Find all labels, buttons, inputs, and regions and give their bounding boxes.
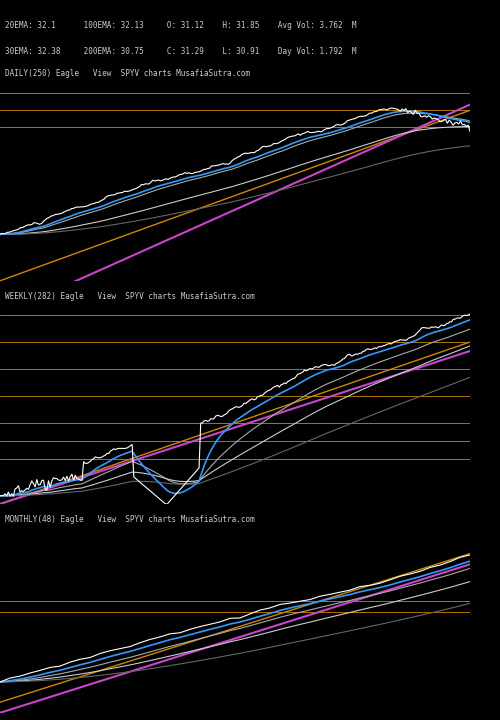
Text: 20EMA: 32.1      100EMA: 32.13     O: 31.12    H: 31.85    Avg Vol: 3.762  M: 20EMA: 32.1 100EMA: 32.13 O: 31.12 H: 31… [5,22,356,30]
Text: DAILY(250) Eagle   View  SPYV charts MusafiaSutra.com: DAILY(250) Eagle View SPYV charts Musafi… [4,69,250,78]
Text: WEEKLY(282) Eagle   View  SPYV charts MusafiaSutra.com: WEEKLY(282) Eagle View SPYV charts Musaf… [4,292,254,301]
Text: MONTHLY(48) Eagle   View  SPYV charts MusafiaSutra.com: MONTHLY(48) Eagle View SPYV charts Musaf… [4,516,254,524]
Text: 30EMA: 32.38     200EMA: 30.75     C: 31.29    L: 30.91    Day Vol: 1.792  M: 30EMA: 32.38 200EMA: 30.75 C: 31.29 L: 3… [5,47,356,56]
